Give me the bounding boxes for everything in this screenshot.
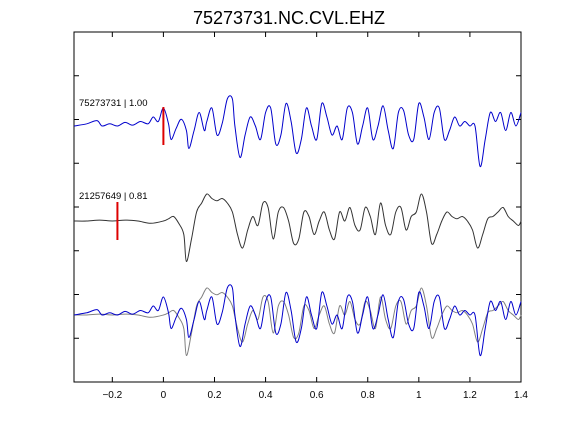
x-tick-label: −0.2 (102, 390, 122, 401)
x-tick-label: 0.4 (259, 390, 273, 401)
chart-title: 75273731.NC.CVL.EHZ (193, 8, 385, 28)
x-tick-label: 0 (161, 390, 167, 401)
trace-label-2: 21257649 | 0.81 (79, 191, 148, 202)
overlay-trace-reference (73, 287, 522, 357)
x-tick-label: 0.6 (310, 390, 324, 401)
waveform-trace-1 (73, 95, 522, 168)
x-tick-label: 0.2 (208, 390, 222, 401)
waveform-trace-2 (73, 193, 522, 263)
x-tick-label: 1.4 (514, 390, 528, 401)
x-tick-label: 0.8 (361, 390, 375, 401)
trace-label-1: 75273731 | 1.00 (79, 98, 148, 109)
overlay-trace-primary (73, 284, 522, 357)
plot-frame (73, 31, 522, 383)
x-tick-label: 1.2 (463, 390, 477, 401)
x-tick-label: 1 (416, 390, 422, 401)
